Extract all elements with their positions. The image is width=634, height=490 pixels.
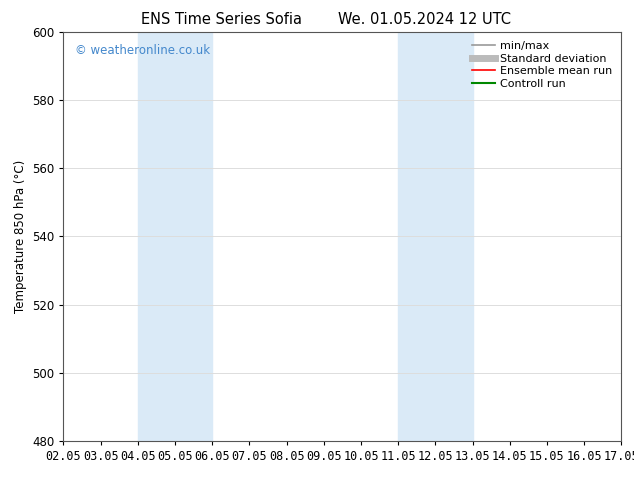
Bar bbox=[138, 32, 212, 441]
Text: We. 01.05.2024 12 UTC: We. 01.05.2024 12 UTC bbox=[339, 12, 511, 27]
Text: © weatheronline.co.uk: © weatheronline.co.uk bbox=[75, 44, 210, 57]
Text: ENS Time Series Sofia: ENS Time Series Sofia bbox=[141, 12, 302, 27]
Bar bbox=[398, 32, 472, 441]
Legend: min/max, Standard deviation, Ensemble mean run, Controll run: min/max, Standard deviation, Ensemble me… bbox=[469, 37, 616, 93]
Y-axis label: Temperature 850 hPa (°C): Temperature 850 hPa (°C) bbox=[13, 160, 27, 313]
